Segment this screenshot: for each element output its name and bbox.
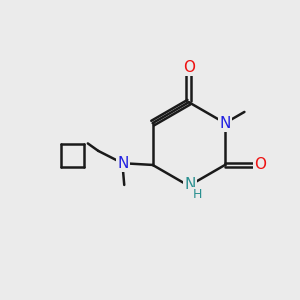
Text: O: O xyxy=(183,60,195,75)
Text: N: N xyxy=(117,156,128,171)
Text: O: O xyxy=(254,158,266,172)
Text: N: N xyxy=(219,116,231,130)
Text: N: N xyxy=(184,177,196,192)
Text: H: H xyxy=(193,188,202,201)
